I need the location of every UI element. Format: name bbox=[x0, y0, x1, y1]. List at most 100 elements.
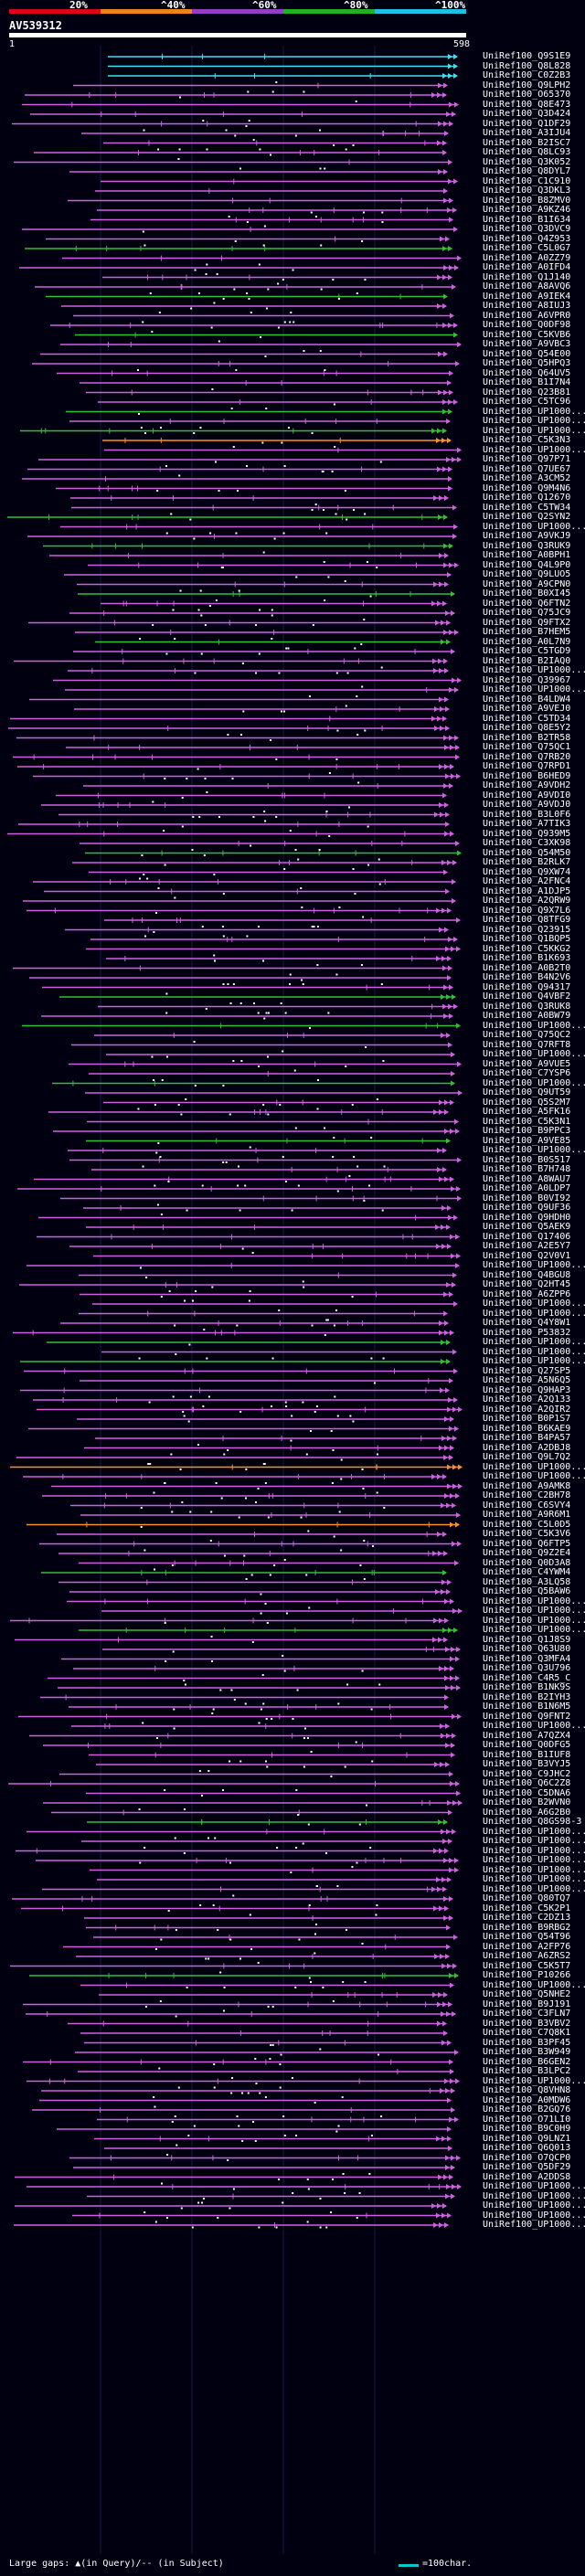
hit-label[interactable]: UniRef100_B6GEN2 bbox=[483, 2056, 571, 2067]
hit-label[interactable]: UniRef100_Q8E5Y2 bbox=[483, 723, 571, 733]
hit-label[interactable]: UniRef100_A2E5Y7 bbox=[483, 1241, 571, 1251]
hit-label[interactable]: UniRef100_A9VDI0 bbox=[483, 790, 571, 800]
hit-label[interactable]: UniRef100_UP1000... bbox=[483, 1874, 585, 1884]
hit-label[interactable]: UniRef100_Q9LPH2 bbox=[483, 80, 571, 90]
hit-label[interactable]: UniRef100_UP1000... bbox=[483, 665, 585, 675]
hit-label[interactable]: UniRef100_B1N6M5 bbox=[483, 1701, 571, 1712]
hit-label[interactable]: UniRef100_B3W949 bbox=[483, 2047, 571, 2057]
hit-label[interactable]: UniRef100_C5TW34 bbox=[483, 502, 571, 513]
hit-label[interactable]: UniRef100_Q6C2Z8 bbox=[483, 1778, 571, 1788]
hit-label[interactable]: UniRef100_A0ZZ79 bbox=[483, 252, 571, 263]
hit-label[interactable]: UniRef100_A9VUE5 bbox=[483, 1058, 571, 1069]
hit-label[interactable]: UniRef100_C5L0D5 bbox=[483, 1519, 571, 1530]
hit-label[interactable]: UniRef100_Q1BQP5 bbox=[483, 934, 571, 944]
hit-label[interactable]: UniRef100_Q9Z2E4 bbox=[483, 1548, 571, 1558]
hit-label[interactable]: UniRef100_B1I7N4 bbox=[483, 377, 571, 387]
hit-label[interactable]: UniRef100_A0L7N9 bbox=[483, 636, 571, 647]
hit-label[interactable]: UniRef100_UP1000... bbox=[483, 1883, 585, 1894]
hit-label[interactable]: UniRef100_B0S517 bbox=[483, 1154, 571, 1165]
hit-label[interactable]: UniRef100_UP1000... bbox=[483, 2190, 585, 2201]
hit-label[interactable]: UniRef100_Q97P71 bbox=[483, 454, 571, 464]
hit-label[interactable]: UniRef100_C5K2P1 bbox=[483, 1903, 571, 1913]
hit-label[interactable]: UniRef100_Q5AEK9 bbox=[483, 1222, 571, 1232]
hit-label[interactable]: UniRef100_UP1000... bbox=[483, 1077, 585, 1088]
hit-label[interactable]: UniRef100_B1IUF8 bbox=[483, 1749, 571, 1760]
hit-label[interactable]: UniRef100_A9VDJ0 bbox=[483, 800, 571, 810]
hit-label[interactable]: UniRef100_UP1000... bbox=[483, 1855, 585, 1865]
hit-label[interactable]: UniRef100_Q6Q013 bbox=[483, 2143, 571, 2153]
hit-label[interactable]: UniRef100_B2GQ76 bbox=[483, 2104, 571, 2115]
hit-label[interactable]: UniRef100_C5KKG2 bbox=[483, 943, 571, 954]
hit-label[interactable]: UniRef100_Q3D424 bbox=[483, 109, 571, 119]
hit-label[interactable]: UniRef100_UP1000... bbox=[483, 1461, 585, 1472]
hit-label[interactable]: UniRef100_Q8VHN8 bbox=[483, 2085, 571, 2095]
hit-label[interactable]: UniRef100_A6G2B0 bbox=[483, 1807, 571, 1818]
hit-label[interactable]: UniRef100_B7HEM5 bbox=[483, 627, 571, 637]
hit-label[interactable]: UniRef100_Q9XW74 bbox=[483, 866, 571, 877]
hit-label[interactable]: UniRef100_A2DDS8 bbox=[483, 2171, 571, 2182]
hit-label[interactable]: UniRef100_Q0DFG5 bbox=[483, 1740, 571, 1750]
hit-label[interactable]: UniRef100_Q8L828 bbox=[483, 60, 571, 71]
hit-label[interactable]: UniRef100_A5N6Q5 bbox=[483, 1375, 571, 1385]
hit-label[interactable]: UniRef100_Q4Z953 bbox=[483, 233, 571, 244]
hit-label[interactable]: UniRef100_UP1000... bbox=[483, 425, 585, 436]
hit-label[interactable]: UniRef100_A8AVQ6 bbox=[483, 281, 571, 292]
hit-label[interactable]: UniRef100_C5K5T7 bbox=[483, 1960, 571, 1971]
hit-label[interactable]: UniRef100_Q5HPQ3 bbox=[483, 358, 571, 368]
hit-label[interactable]: UniRef100_Q54T96 bbox=[483, 1932, 571, 1942]
hit-label[interactable]: UniRef100_Q9X7L6 bbox=[483, 905, 571, 916]
hit-label[interactable]: UniRef100_UP1000... bbox=[483, 2210, 585, 2221]
hit-label[interactable]: UniRef100_UP1000... bbox=[483, 1826, 585, 1837]
hit-label[interactable]: UniRef100_UP1000... bbox=[483, 1721, 585, 1731]
hit-label[interactable]: UniRef100_A2Q133 bbox=[483, 1394, 571, 1405]
hit-label[interactable]: UniRef100_A9VDH2 bbox=[483, 780, 571, 790]
hit-label[interactable]: UniRef100_UP1000... bbox=[483, 1615, 585, 1626]
hit-label[interactable]: UniRef100_UP1000... bbox=[483, 1145, 585, 1155]
hit-label[interactable]: UniRef100_C5K3V6 bbox=[483, 1529, 571, 1539]
hit-label[interactable]: UniRef100_A3IJU4 bbox=[483, 128, 571, 138]
hit-label[interactable]: UniRef100_Q94317 bbox=[483, 981, 571, 992]
hit-label[interactable]: UniRef100_Q3RUK9 bbox=[483, 540, 571, 551]
hit-label[interactable]: UniRef100_C2BH78 bbox=[483, 1490, 571, 1500]
hit-label[interactable]: UniRef100_B2ISC7 bbox=[483, 137, 571, 148]
hit-label[interactable]: UniRef100_Q4Y8W1 bbox=[483, 1318, 571, 1328]
hit-label[interactable]: UniRef100_UP1000... bbox=[483, 1049, 585, 1059]
hit-label[interactable]: UniRef100_C5TGD9 bbox=[483, 646, 571, 656]
hit-label[interactable]: UniRef100_Q54M50 bbox=[483, 847, 571, 858]
hit-label[interactable]: UniRef100_C5K3N1 bbox=[483, 1116, 571, 1127]
hit-label[interactable]: UniRef100_UP1000... bbox=[483, 1471, 585, 1481]
hit-label[interactable]: UniRef100_B6HED9 bbox=[483, 770, 571, 781]
hit-label[interactable]: UniRef100_UP1000... bbox=[483, 1979, 585, 1990]
hit-label[interactable]: UniRef100_Q5NHE2 bbox=[483, 1989, 571, 1999]
hit-label[interactable]: UniRef100_C5DNA6 bbox=[483, 1787, 571, 1798]
hit-label[interactable]: UniRef100_B0P1S7 bbox=[483, 1414, 571, 1424]
hit-label[interactable]: UniRef100_B9C0H9 bbox=[483, 2124, 571, 2134]
hit-label[interactable]: UniRef100_A0IFD4 bbox=[483, 262, 571, 272]
hit-label[interactable]: UniRef100_Q8TFG9 bbox=[483, 915, 571, 925]
hit-label[interactable]: UniRef100_UP1000... bbox=[483, 1308, 585, 1319]
hit-label[interactable]: UniRef100_UP1000... bbox=[483, 1625, 585, 1635]
hit-label[interactable]: UniRef100_A9CPN0 bbox=[483, 578, 571, 589]
hit-label[interactable]: UniRef100_Q23915 bbox=[483, 924, 571, 935]
hit-label[interactable]: UniRef100_B3LPC2 bbox=[483, 2066, 571, 2076]
hit-label[interactable]: UniRef100_UP1000... bbox=[483, 521, 585, 532]
hit-label[interactable]: UniRef100_Q39967 bbox=[483, 674, 571, 685]
hit-label[interactable]: UniRef100_Q1J140 bbox=[483, 271, 571, 282]
hit-label[interactable]: UniRef100_C5TD34 bbox=[483, 713, 571, 724]
hit-label[interactable]: UniRef100_A3CM52 bbox=[483, 473, 571, 483]
hit-label[interactable]: UniRef100_UP1000... bbox=[483, 1606, 585, 1616]
hit-label[interactable]: UniRef100_B0XI45 bbox=[483, 588, 571, 599]
hit-label[interactable]: UniRef100_B9RBG2 bbox=[483, 1922, 571, 1933]
hit-label[interactable]: UniRef100_Q8DYL7 bbox=[483, 166, 571, 176]
hit-label[interactable]: UniRef100_Q4VBF2 bbox=[483, 991, 571, 1002]
hit-label[interactable]: UniRef100_Q1DF29 bbox=[483, 118, 571, 129]
hit-label[interactable]: UniRef100_UP1000... bbox=[483, 416, 585, 426]
hit-label[interactable]: UniRef100_A9R6M1 bbox=[483, 1510, 571, 1520]
hit-label[interactable]: UniRef100_C1C910 bbox=[483, 175, 571, 186]
hit-label[interactable]: UniRef100_C3XK98 bbox=[483, 838, 571, 848]
hit-label[interactable]: UniRef100_A0BW79 bbox=[483, 1011, 571, 1021]
hit-label[interactable]: UniRef100_UP1000... bbox=[483, 1299, 585, 1309]
hit-label[interactable]: UniRef100_B2IAQ0 bbox=[483, 655, 571, 666]
hit-label[interactable]: UniRef100_B3L0F6 bbox=[483, 809, 571, 820]
hit-label[interactable]: UniRef100_A9IEK4 bbox=[483, 291, 571, 302]
